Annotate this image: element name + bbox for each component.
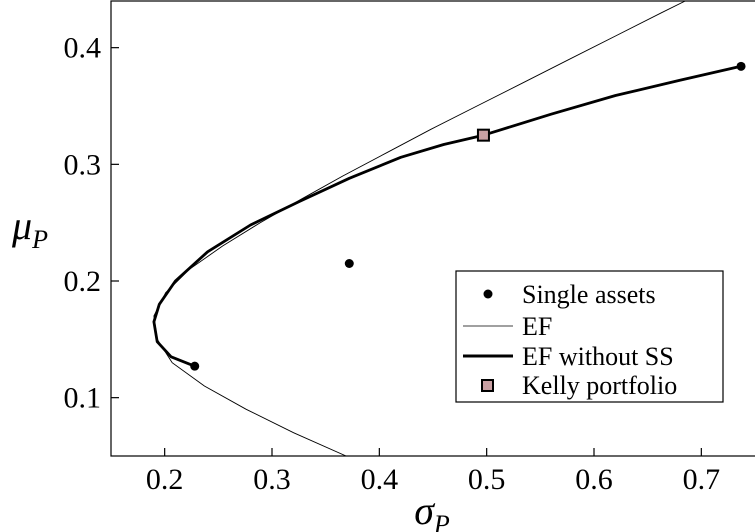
- y-tick-label: 0.1: [64, 382, 102, 415]
- legend: Single assets EF EF without SS Kelly por…: [455, 270, 724, 403]
- legend-label-single-assets: Single assets: [522, 280, 656, 309]
- legend-label-ef-without-ss: EF without SS: [522, 342, 674, 371]
- y-axis-label: μP: [11, 203, 48, 254]
- y-axis-ticks: 0.1 0.2 0.3 0.4: [64, 32, 119, 415]
- svg-text:μP: μP: [11, 203, 48, 254]
- plot-frame: [110, 0, 755, 457]
- y-tick-label: 0.4: [64, 32, 102, 65]
- legend-box: [455, 270, 724, 403]
- kelly-portfolio-point: [476, 128, 490, 142]
- x-tick-label: 0.3: [253, 463, 291, 496]
- ef-line: [153, 1, 686, 456]
- x-axis-ticks: 0.2 0.3 0.4 0.5 0.6 0.7: [146, 448, 720, 496]
- series-layer: [152, 1, 746, 456]
- y-axis-symbol: μ: [11, 203, 32, 248]
- ef-without-ss-line: [152, 64, 742, 368]
- x-tick-label: 0.7: [683, 463, 721, 496]
- svg-text:σP: σP: [414, 488, 450, 532]
- legend-item-ef-without-ss: EF without SS: [463, 342, 674, 371]
- legend-item-ef: EF: [463, 312, 552, 341]
- x-tick-label: 0.5: [468, 463, 506, 496]
- x-axis-symbol: σ: [414, 488, 435, 532]
- y-tick-label: 0.2: [64, 265, 102, 298]
- legend-label-ef: EF: [522, 312, 552, 341]
- x-tick-label: 0.2: [146, 463, 184, 496]
- y-tick-label: 0.3: [64, 148, 102, 181]
- legend-label-kelly-portfolio: Kelly portfolio: [522, 371, 677, 400]
- legend-item-single-assets: Single assets: [483, 280, 656, 309]
- x-tick-label: 0.6: [575, 463, 613, 496]
- single-asset-point: [344, 259, 354, 268]
- y-axis-subscript: P: [31, 225, 48, 254]
- x-axis-subscript: P: [433, 510, 450, 532]
- single-asset-point: [736, 61, 746, 71]
- x-axis-label: σP: [414, 488, 450, 532]
- legend-square-marker: [481, 379, 494, 392]
- single-asset-point: [190, 361, 200, 371]
- legend-dot-marker: [483, 289, 493, 299]
- plot-area: [110, 0, 755, 457]
- x-tick-label: 0.4: [361, 463, 399, 496]
- legend-item-kelly-portfolio: Kelly portfolio: [481, 371, 677, 400]
